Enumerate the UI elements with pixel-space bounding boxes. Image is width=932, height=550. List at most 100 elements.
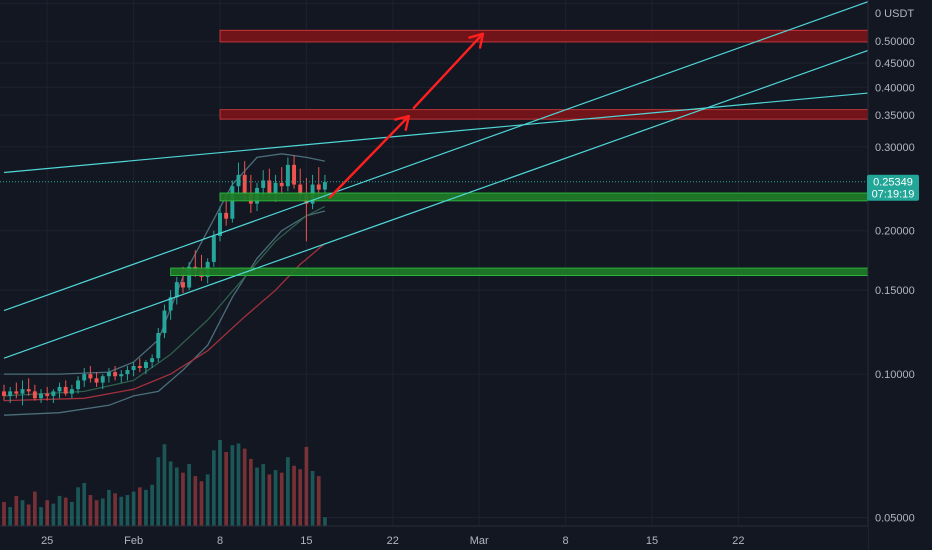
candle-body [218,212,222,236]
candle-body [224,212,229,219]
time-axis-bg [0,526,868,550]
volume-bar [193,476,198,526]
candle [292,155,297,189]
candle-body [180,282,185,288]
time-tick-label: Mar [470,535,489,547]
time-axis: 25 Feb 8 15 22 Mar 8 15 22 [0,525,868,550]
time-tick-label: 15 [300,535,312,547]
volume-bar [113,493,117,526]
volume-bar [70,501,74,526]
volume-bar [107,489,111,526]
candle [150,354,155,369]
volume-bar [181,472,185,526]
candle-body [162,310,167,333]
support-zone [170,267,869,277]
candle [137,358,142,373]
volume-bar [199,481,204,526]
volume-bar [267,474,272,526]
arrow-shaft [328,114,411,199]
arrow [412,32,485,110]
time-tick-label: 25 [41,535,53,547]
candle [279,167,284,194]
volume-bar [144,489,148,526]
arrow-head [468,32,485,49]
time-tick-label: Feb [124,535,143,547]
candle-body [45,393,50,396]
candle [76,376,81,394]
volume-bar [156,457,161,526]
candle [57,382,62,399]
candle-body [26,389,31,392]
candle-body [131,366,136,371]
price-tick-label: 0.10000 [875,369,915,381]
volume-bar [316,476,321,526]
candle [168,290,173,320]
candle [230,180,235,223]
candle-body [230,186,235,219]
candle [285,157,290,192]
candle-body [39,393,44,399]
price-tick-label: 0.35000 [875,110,915,122]
candle [261,170,266,197]
candle [125,366,130,381]
volume-bar [261,464,266,526]
candle [267,168,272,198]
support-zone [219,192,869,202]
candle-body [187,266,192,288]
volume-bar [20,500,25,526]
volume-bar [242,448,247,526]
volume-bar [273,470,278,526]
arrow [328,114,411,199]
candle [14,382,19,399]
candle [162,304,167,339]
candle-body [279,182,284,187]
candle-body [211,235,216,262]
candle [143,360,148,375]
countdown-timer: 07:19:19 [872,189,915,201]
last-price-label: 0.25349 07:19:19 [867,174,919,201]
candle-body [2,391,6,396]
candle-body [150,358,155,363]
volume-bar [94,500,99,526]
candle-body [137,366,142,369]
last-price-value: 0.25349 [873,177,913,189]
candle [26,378,31,396]
candle [106,368,111,383]
time-tick-label: 8 [217,535,223,547]
price-tick-label: 0.20000 [875,226,915,238]
candle [100,374,105,390]
candle-body [261,180,266,188]
price-tick-label: 0.05000 [875,513,915,525]
volume-bars [2,440,327,526]
volume-bar [205,474,210,526]
price-tick-label: 0.30000 [875,142,915,154]
volume-bar [82,483,87,526]
candle-body [94,378,99,383]
candle-body [125,370,130,375]
volume-bar [14,495,19,526]
volume-bar [236,443,241,526]
candle [8,386,13,403]
candle [32,384,37,401]
candle-body [14,391,19,394]
candle-body [168,297,173,311]
volume-bar [125,495,130,526]
last-price-box [867,174,919,201]
volume-bar [211,450,216,526]
projection-arrows [328,32,485,199]
volume-bar [119,496,124,526]
indicator-bb-lower [3,210,326,416]
volume-bar [292,465,296,526]
candle-body [20,389,25,394]
candle [236,162,241,195]
trendline [3,92,869,174]
candle-body [32,391,37,399]
volume-bar [45,500,50,526]
candle [88,366,93,383]
candle-body [100,376,105,383]
volume-bar [2,501,6,526]
volume-bar [230,445,235,526]
price-tick-label: 0.15000 [875,285,915,297]
candle [51,389,56,403]
